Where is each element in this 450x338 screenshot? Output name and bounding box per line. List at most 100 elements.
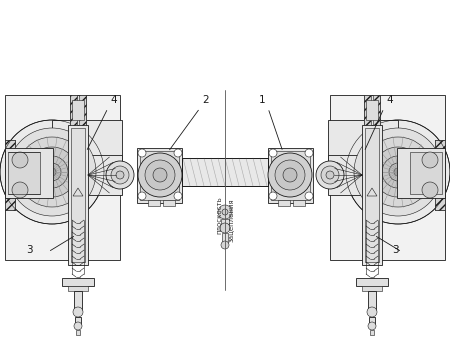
Circle shape (174, 149, 182, 157)
Bar (278, 200, 290, 206)
Bar (52, 155, 122, 195)
Circle shape (354, 128, 442, 216)
Bar (435, 140, 445, 210)
Bar (5, 140, 15, 210)
Circle shape (221, 241, 229, 249)
Bar (137, 148, 182, 203)
Bar (182, 158, 268, 186)
Bar (373, 95, 380, 125)
Circle shape (422, 152, 438, 168)
Circle shape (275, 160, 305, 190)
Bar (52, 120, 122, 160)
Text: 2: 2 (202, 95, 209, 105)
Text: 1: 1 (258, 95, 265, 105)
Circle shape (268, 153, 312, 197)
Bar (362, 125, 382, 265)
Bar (68, 125, 88, 265)
Circle shape (27, 147, 77, 197)
Circle shape (145, 160, 175, 190)
Bar (365, 128, 379, 262)
Bar (222, 233, 228, 243)
Circle shape (305, 149, 313, 157)
Circle shape (346, 120, 450, 224)
Circle shape (389, 163, 407, 181)
Bar (70, 95, 77, 125)
Bar (148, 200, 160, 206)
Bar (5, 148, 53, 198)
Bar (364, 95, 380, 125)
Bar (271, 151, 310, 200)
Circle shape (43, 163, 61, 181)
Circle shape (394, 168, 402, 176)
Bar (366, 100, 378, 120)
Circle shape (222, 209, 228, 215)
Bar (5, 140, 15, 170)
Bar (72, 100, 84, 120)
Circle shape (218, 205, 232, 219)
Bar (293, 200, 305, 206)
Bar (75, 317, 81, 325)
Text: 3: 3 (392, 245, 399, 255)
Circle shape (0, 120, 104, 224)
Text: 4: 4 (386, 95, 392, 105)
Circle shape (316, 161, 344, 189)
Circle shape (367, 307, 377, 317)
Bar (62, 278, 94, 286)
Bar (74, 291, 82, 311)
Bar (330, 95, 445, 260)
Circle shape (153, 168, 167, 182)
Circle shape (373, 147, 423, 197)
Circle shape (269, 192, 277, 200)
Bar (368, 291, 376, 311)
Text: плоскость: плоскость (216, 196, 222, 234)
Circle shape (269, 149, 277, 157)
Circle shape (174, 192, 182, 200)
Circle shape (116, 171, 124, 179)
Bar (369, 317, 375, 325)
Text: 4: 4 (110, 95, 117, 105)
Circle shape (138, 149, 146, 157)
Circle shape (422, 182, 438, 198)
Circle shape (220, 223, 230, 233)
Bar (70, 95, 86, 125)
Circle shape (36, 156, 68, 188)
Text: 3: 3 (26, 245, 32, 255)
Bar (370, 330, 374, 335)
Circle shape (321, 166, 339, 184)
Circle shape (12, 152, 28, 168)
Bar (397, 148, 445, 198)
Bar (362, 286, 382, 291)
Circle shape (74, 322, 82, 330)
Circle shape (48, 168, 56, 176)
Bar (328, 120, 398, 160)
Circle shape (283, 168, 297, 182)
Bar (79, 95, 86, 125)
Bar (435, 180, 445, 210)
Circle shape (106, 161, 134, 189)
Bar (182, 158, 268, 186)
Bar (410, 152, 442, 194)
Bar (8, 152, 40, 194)
Circle shape (326, 171, 334, 179)
Circle shape (12, 182, 28, 198)
Bar (5, 95, 120, 260)
Bar (435, 140, 445, 170)
Circle shape (363, 137, 433, 207)
Circle shape (382, 156, 414, 188)
Bar (76, 330, 80, 335)
Bar (221, 219, 229, 224)
Bar (71, 128, 85, 262)
Circle shape (368, 322, 376, 330)
Bar (68, 286, 88, 291)
Circle shape (305, 192, 313, 200)
Circle shape (138, 192, 146, 200)
Bar (356, 278, 388, 286)
Bar (328, 155, 398, 195)
Bar (140, 151, 179, 200)
Circle shape (138, 153, 182, 197)
Bar (364, 95, 371, 125)
Bar (5, 180, 15, 210)
Circle shape (73, 307, 83, 317)
Bar (163, 200, 175, 206)
Circle shape (111, 166, 129, 184)
